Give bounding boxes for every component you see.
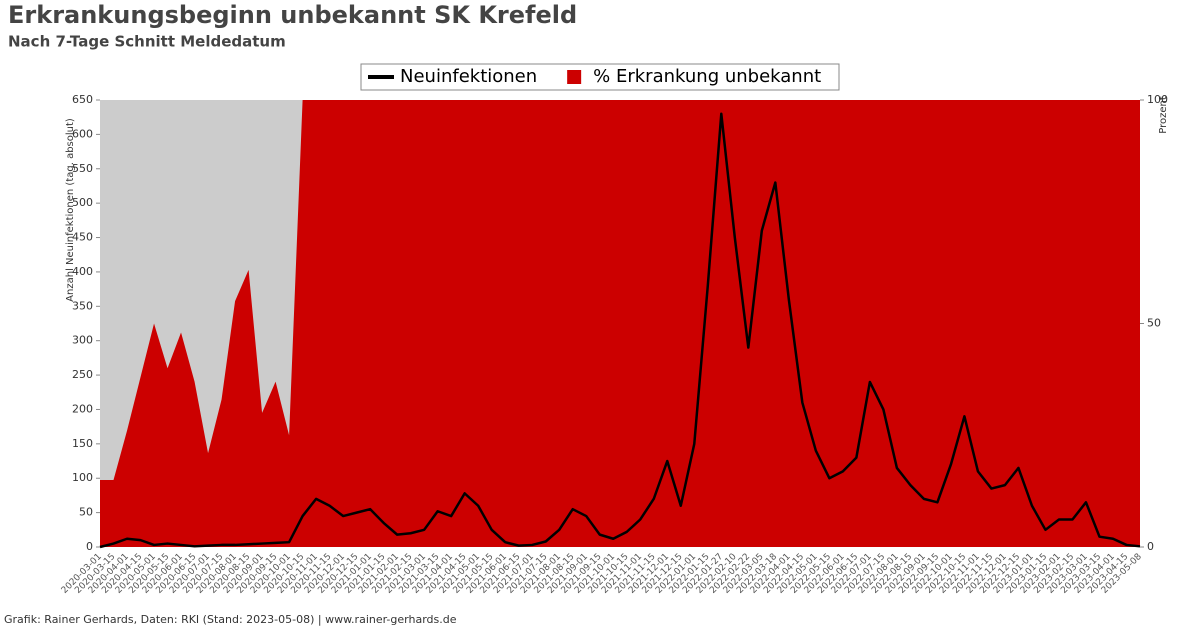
y-tick-label: 0 (86, 540, 93, 553)
series-layer (99, 100, 1141, 549)
y-tick-label: 250 (72, 368, 93, 381)
y-tick-label: 200 (72, 402, 93, 415)
area (100, 100, 1140, 547)
y-tick-label: 450 (72, 231, 93, 244)
chart-subtitle: Nach 7-Tage Schnitt Meldedatum (8, 33, 286, 51)
y-tick-label: 500 (72, 196, 93, 209)
y-tick-label: 150 (72, 437, 93, 450)
y-tick-label: 50 (79, 506, 93, 519)
legend-label: Neuinfektionen (400, 66, 537, 87)
axis-layer: 0 50 100 150 200 250 300 350 400 450 500 550 600 650 0… (60, 93, 1168, 596)
legend-label: % Erkrankung unbekannt (593, 66, 821, 87)
y-axis-label: Anzahl Neuinfektionen (tag. absolut) (65, 118, 76, 302)
legend: Neuinfektionen % Erkrankung unbekannt (360, 63, 840, 91)
y2-tick-label: 50 (1147, 317, 1161, 330)
legend-swatch (567, 70, 582, 84)
y2-tick-label: 0 (1147, 540, 1154, 553)
y-tick-label: 300 (72, 334, 93, 347)
y-tick-label: 350 (72, 299, 93, 312)
legend-box (360, 63, 840, 91)
y-tick-label: 100 (72, 471, 93, 484)
y-tick-label: 650 (72, 93, 93, 106)
y-tick-label: 400 (72, 265, 93, 278)
source-note: Grafik: Rainer Gerhards, Daten: RKI (Sta… (4, 613, 457, 626)
y2-tick-label: 100 (1147, 93, 1168, 106)
y-tick-label: 600 (72, 127, 93, 140)
line (99, 112, 1141, 549)
y2-axis-label: Prozent (1158, 96, 1169, 134)
y-tick-label: 550 (72, 162, 93, 175)
chart-title: Erkrankungsbeginn unbekannt SK Krefeld (8, 1, 577, 29)
